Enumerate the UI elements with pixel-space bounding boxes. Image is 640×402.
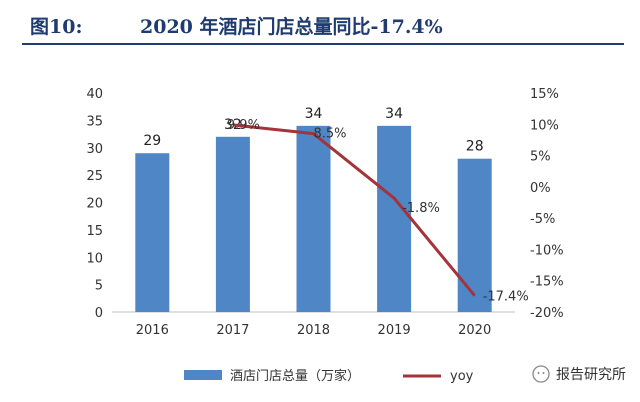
x-axis-tick-label: 2019 — [378, 323, 411, 338]
legend-bar-label: 酒店门店总量（万家） — [230, 368, 360, 384]
x-axis-tick-label: 2020 — [458, 323, 491, 338]
figure-title: 2020 年酒店门店总量同比-17.4% — [140, 16, 443, 38]
yoy-data-label: 8.5% — [314, 127, 347, 142]
wechat-icon — [532, 365, 550, 383]
bar-2016 — [135, 153, 170, 312]
bar-data-label: 28 — [466, 139, 484, 155]
bar-2017 — [215, 136, 250, 312]
left-axis-tick-label: 30 — [86, 142, 103, 157]
left-axis-tick-label: 15 — [86, 224, 103, 239]
right-axis-tick-label: -5% — [530, 212, 555, 227]
left-axis-tick-label: 40 — [86, 87, 103, 102]
figure-header: 图10: 2020 年酒店门店总量同比-17.4% — [0, 0, 640, 46]
header-rule — [22, 43, 624, 45]
right-axis-tick-label: -10% — [530, 243, 564, 258]
bar-data-label: 34 — [385, 106, 403, 122]
left-axis-tick-label: 20 — [86, 197, 103, 212]
left-axis-tick-label: 25 — [86, 169, 103, 184]
watermark-text: 报告研究所 — [556, 367, 626, 383]
left-axis-tick-label: 35 — [86, 114, 103, 129]
x-axis-tick-label: 2017 — [216, 323, 249, 338]
right-axis-tick-label: 10% — [530, 118, 559, 133]
legend-bar-swatch — [184, 370, 222, 380]
right-axis-tick-label: -20% — [530, 306, 564, 321]
x-axis-tick-label: 2016 — [136, 323, 169, 338]
right-axis-tick-label: -15% — [530, 275, 564, 290]
yoy-data-label: -1.8% — [402, 201, 440, 216]
right-axis-tick-label: 5% — [530, 150, 551, 165]
left-axis-tick-label: 5 — [95, 279, 103, 294]
legend-line-label: yoy — [450, 369, 474, 384]
left-axis-tick-label: 10 — [86, 251, 103, 266]
figure-label: 图10: — [30, 16, 83, 38]
yoy-data-label: -17.4% — [483, 290, 529, 305]
x-axis-tick-label: 2018 — [297, 323, 330, 338]
left-axis-tick-label: 0 — [95, 306, 103, 321]
yoy-line — [232, 123, 476, 297]
bar-data-label: 34 — [305, 106, 323, 122]
right-axis-tick-label: 15% — [530, 87, 559, 102]
bar-data-label: 32 — [224, 117, 242, 133]
yoy-data-label: 9.9% — [227, 118, 260, 133]
bar-2018 — [296, 125, 331, 312]
right-axis-tick-label: 0% — [530, 181, 551, 196]
bar-2019 — [377, 125, 412, 312]
watermark: 报告研究所 — [532, 364, 626, 384]
bar-2020 — [457, 158, 492, 312]
bar-data-label: 29 — [143, 133, 161, 149]
